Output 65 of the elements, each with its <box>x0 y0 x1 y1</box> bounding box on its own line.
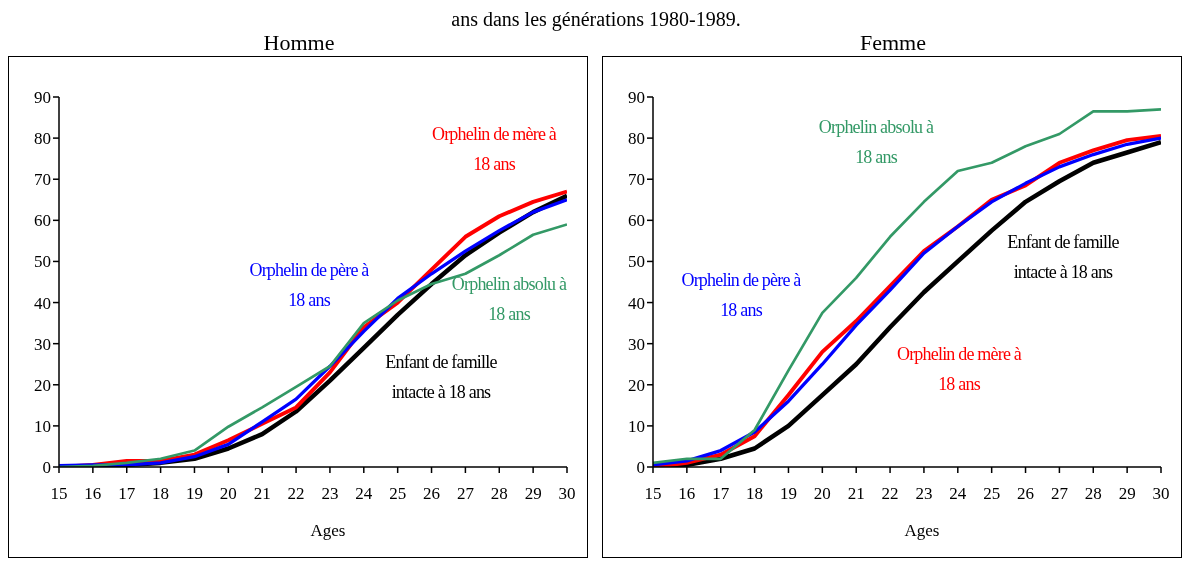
y-tick-label: 10 <box>628 416 645 436</box>
x-tick-label: 17 <box>118 484 136 504</box>
y-tick-label: 0 <box>636 458 645 478</box>
y-tick-label: 60 <box>34 211 51 231</box>
x-tick-label: 29 <box>1118 484 1136 504</box>
x-tick-label: 24 <box>949 484 967 504</box>
text: Orphelin de père à 18 ans <box>680 269 802 322</box>
x-tick-label: 28 <box>1084 484 1102 504</box>
x-axis-title: Ages <box>903 521 941 541</box>
chart-title: Femme <box>859 30 927 56</box>
x-tick-label: 28 <box>490 484 508 504</box>
x-tick-label: 16 <box>678 484 696 504</box>
y-tick-label: 10 <box>34 416 51 436</box>
x-tick-label: 30 <box>1152 484 1170 504</box>
series-label: Enfant de famille intacte à 18 ans <box>1006 231 1120 284</box>
x-tick-label: 23 <box>321 484 339 504</box>
y-tick-label: 70 <box>34 170 51 190</box>
x-tick-label: 20 <box>813 484 831 504</box>
series-label: Orphelin de mère à 18 ans <box>430 123 558 176</box>
y-tick-label: 90 <box>628 88 645 108</box>
y-tick-label: 80 <box>628 129 645 149</box>
y-tick-label: 50 <box>628 252 645 272</box>
x-tick-label: 21 <box>253 484 271 504</box>
x-tick-label: 17 <box>712 484 730 504</box>
y-tick-label: 50 <box>34 252 51 272</box>
x-tick-label: 25 <box>983 484 1001 504</box>
x-tick-label: 24 <box>355 484 373 504</box>
x-tick-label: 27 <box>456 484 475 504</box>
x-tick-label: 22 <box>881 484 899 504</box>
x-tick-label: 26 <box>423 484 441 504</box>
x-tick-label: 27 <box>1050 484 1069 504</box>
series-label: Orphelin absolu à 18 ans <box>450 273 568 326</box>
x-tick-label: 16 <box>84 484 102 504</box>
x-tick-label: 20 <box>219 484 237 504</box>
y-tick-label: 80 <box>34 129 51 149</box>
y-tick-label: 90 <box>34 88 51 108</box>
text: Orphelin de mère à 18 ans <box>895 343 1023 396</box>
x-tick-label: 18 <box>152 484 170 504</box>
x-axis-title: Ages <box>309 521 347 541</box>
y-tick-label: 20 <box>628 375 645 395</box>
text: ans dans les générations 1980-1989. <box>450 8 742 30</box>
x-tick-label: 29 <box>524 484 542 504</box>
y-tick-label: 20 <box>34 375 51 395</box>
y-tick-label: 60 <box>628 211 645 231</box>
y-tick-label: 40 <box>628 293 645 313</box>
x-tick-label: 25 <box>389 484 407 504</box>
x-tick-label: 19 <box>185 484 203 504</box>
y-tick-label: 40 <box>34 293 51 313</box>
x-tick-label: 15 <box>644 484 662 504</box>
series-label: Orphelin absolu à 18 ans <box>817 116 935 169</box>
y-tick-label: 30 <box>34 334 51 354</box>
y-tick-label: 70 <box>628 170 645 190</box>
x-tick-label: 18 <box>746 484 764 504</box>
x-tick-label: 26 <box>1017 484 1035 504</box>
x-tick-label: 23 <box>915 484 933 504</box>
y-tick-label: 30 <box>628 334 645 354</box>
series-label: Orphelin de père à 18 ans <box>248 259 370 312</box>
x-tick-label: 15 <box>50 484 68 504</box>
y-tick-label: 0 <box>42 458 51 478</box>
chart-title: Homme <box>262 30 336 56</box>
x-tick-label: 30 <box>558 484 576 504</box>
series-label: Enfant de famille intacte à 18 ans <box>384 351 498 404</box>
x-tick-label: 21 <box>847 484 865 504</box>
x-tick-label: 22 <box>287 484 305 504</box>
x-tick-label: 19 <box>779 484 797 504</box>
